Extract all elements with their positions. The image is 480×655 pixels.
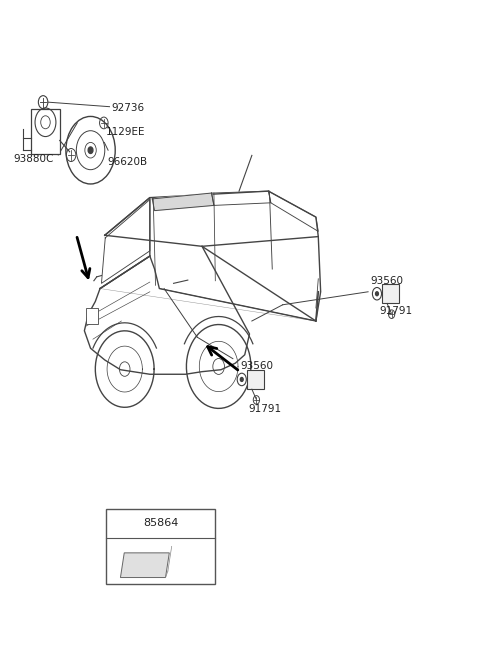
Circle shape (240, 377, 243, 381)
Bar (106, 510, 216, 584)
Text: 91791: 91791 (249, 403, 282, 414)
Text: 1129EE: 1129EE (106, 127, 146, 137)
Bar (86, 308, 97, 324)
Text: 93560: 93560 (240, 362, 273, 371)
Text: 85864: 85864 (143, 518, 179, 528)
Polygon shape (152, 193, 214, 211)
Bar (382, 284, 399, 303)
Text: 93560: 93560 (371, 276, 404, 286)
Text: 92736: 92736 (111, 103, 144, 113)
Bar (31, 109, 60, 154)
Bar (247, 369, 264, 389)
Text: 91791: 91791 (379, 307, 412, 316)
Text: 96620B: 96620B (107, 157, 147, 167)
Circle shape (88, 147, 93, 153)
Text: 93880C: 93880C (13, 154, 54, 164)
Polygon shape (120, 553, 169, 578)
Circle shape (375, 291, 378, 295)
